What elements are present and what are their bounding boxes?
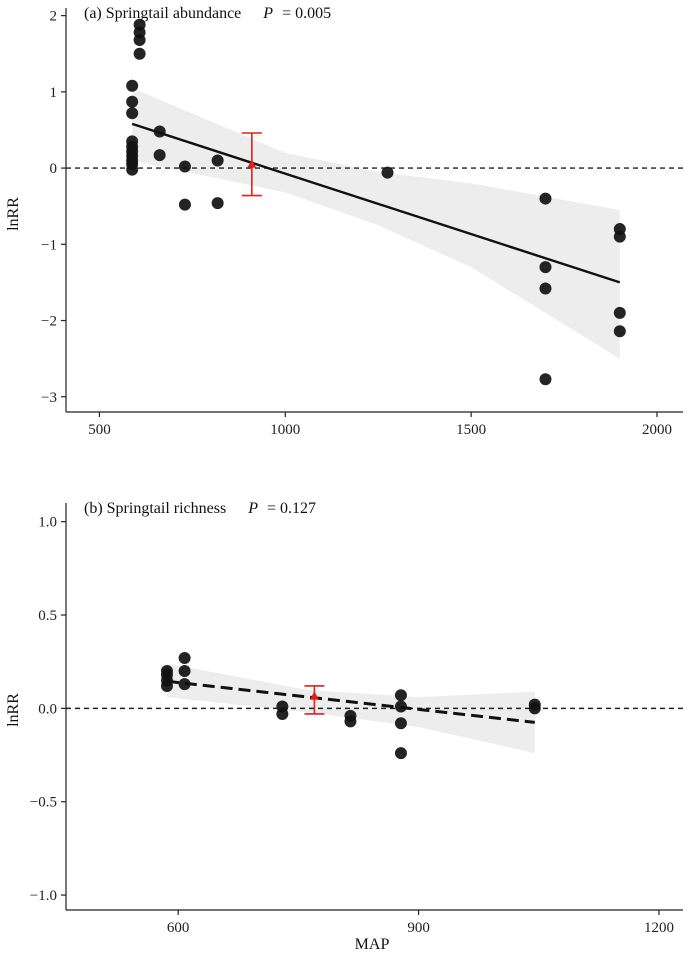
- panel-a-y-tick-label-3: −1: [41, 237, 57, 253]
- panel-a-point-14: [126, 163, 139, 176]
- panel-b-point-17: [528, 702, 541, 715]
- panel-a-title: (a) Springtail abundance P = 0.005: [84, 5, 331, 22]
- panel-a-p-symbol: P: [262, 5, 273, 22]
- panel-b-points: [160, 651, 541, 760]
- panel-a-confidence-band: [132, 88, 620, 359]
- panel-a-mean-triangle: [247, 159, 257, 168]
- panel-a-fit-line: [131, 122, 621, 284]
- panel-a-point-5: [126, 79, 139, 92]
- panel-a-y-tick-label-5: 1: [50, 85, 58, 101]
- panel-b-point-11: [344, 715, 357, 728]
- panel-b-x-tick-label-1: 600: [167, 920, 190, 936]
- panel-b-point-9: [276, 707, 289, 720]
- panel-b: −1.0 −0.5 0.0 0.5 1.0 600 900 1200 lnRR MAP (b…: [5, 500, 683, 953]
- panel-a-axes: [65, 8, 683, 413]
- panel-a-p-value: = 0.005: [282, 5, 331, 22]
- panel-b-point-7: [178, 678, 191, 691]
- panel-a-point-15: [153, 125, 166, 138]
- panel-a-regression-line: [131, 122, 621, 284]
- panel-b-title-label: (b) Springtail richness: [84, 500, 226, 517]
- panel-a-y-tick-label-2: −2: [41, 314, 57, 330]
- panel-b-y-tick-label-2: −0.5: [30, 795, 57, 811]
- panel-b-y-tick-label-1: −1.0: [30, 888, 57, 904]
- panel-a-point-25: [539, 373, 552, 386]
- panel-b-p-symbol: P: [247, 500, 258, 517]
- panel-b-x-tick-label-2: 900: [407, 920, 430, 936]
- panel-b-mean-triangle: [309, 691, 319, 700]
- panel-b-fit-line: [166, 679, 535, 724]
- panel-b-y-tick-label-3: 0.0: [38, 701, 57, 717]
- panel-a-point-19: [211, 154, 224, 167]
- panel-b-mean-estimate: [304, 685, 325, 715]
- panel-b-point-5: [178, 651, 191, 664]
- panel-a-title-label: (a) Springtail abundance: [84, 5, 241, 22]
- panel-b-y-tick-label-4: 0.5: [38, 608, 57, 624]
- panel-b-p-value: = 0.127: [267, 500, 316, 517]
- panel-a-y-tick-label-1: −3: [41, 390, 57, 406]
- panel-b-y-tick-label-5: 1.0: [38, 515, 57, 531]
- panel-a-x-tick-label-1: 500: [88, 422, 111, 438]
- panel-b-regression-line: [166, 679, 535, 724]
- panel-b-title: (b) Springtail richness P = 0.127: [84, 500, 316, 517]
- panel-a-y-tick-label-6: 2: [50, 9, 58, 25]
- panel-a-point-23: [539, 261, 552, 274]
- panel-a-y-tick-label-4: 0: [50, 161, 58, 177]
- panel-b-point-6: [178, 665, 191, 678]
- panel-a-point-21: [381, 166, 394, 179]
- panel-a-band-area: [132, 88, 620, 359]
- panel-a-point-22: [539, 192, 552, 205]
- panel-a-point-16: [153, 149, 166, 162]
- panel-a-y-ticks: −3 −2 −1 0 1 2: [41, 9, 66, 406]
- panel-b-y-ticks: −1.0 −0.5 0.0 0.5 1.0: [30, 515, 66, 904]
- panel-a-x-ticks: 500 1000 1500 2000: [88, 412, 672, 438]
- panel-a-point-24: [539, 282, 552, 295]
- panel-a-y-axis-title: lnRR: [5, 197, 22, 231]
- panel-a-point-18: [178, 198, 191, 211]
- panel-a-point-27: [613, 230, 626, 243]
- panel-b-point-14: [394, 717, 407, 730]
- panel-b-x-tick-label-3: 1200: [644, 920, 674, 936]
- panel-a-x-tick-label-2: 1000: [270, 422, 300, 438]
- panel-a-point-3: [133, 34, 146, 47]
- panel-a-point-7: [126, 107, 139, 120]
- panel-a: −3 −2 −1 0 1 2 500 1000 1500 2000 lnRR (a) Sprin…: [5, 5, 683, 438]
- panel-b-point-4: [160, 679, 173, 692]
- panel-b-axes: [65, 503, 683, 911]
- panel-a-point-4: [133, 47, 146, 60]
- panel-b-x-ticks: 600 900 1200: [167, 910, 674, 936]
- panel-a-point-20: [211, 197, 224, 210]
- panel-a-points: [126, 18, 626, 386]
- panel-a-x-tick-label-4: 2000: [642, 422, 672, 438]
- panel-a-x-tick-label-3: 1500: [456, 422, 486, 438]
- panel-a-point-28: [613, 306, 626, 319]
- panel-a-point-29: [613, 325, 626, 338]
- panel-a-point-17: [178, 160, 191, 173]
- panel-b-confidence-band: [166, 663, 535, 754]
- panel-b-point-15: [394, 747, 407, 760]
- panel-b-band-area: [166, 663, 535, 754]
- panel-b-x-axis-title: MAP: [355, 936, 390, 953]
- panel-b-point-13: [394, 700, 407, 713]
- panel-b-y-axis-title: lnRR: [5, 693, 22, 727]
- panel-a-point-6: [126, 95, 139, 108]
- panel-b-point-12: [394, 689, 407, 702]
- panel-a-mean-estimate: [241, 132, 262, 197]
